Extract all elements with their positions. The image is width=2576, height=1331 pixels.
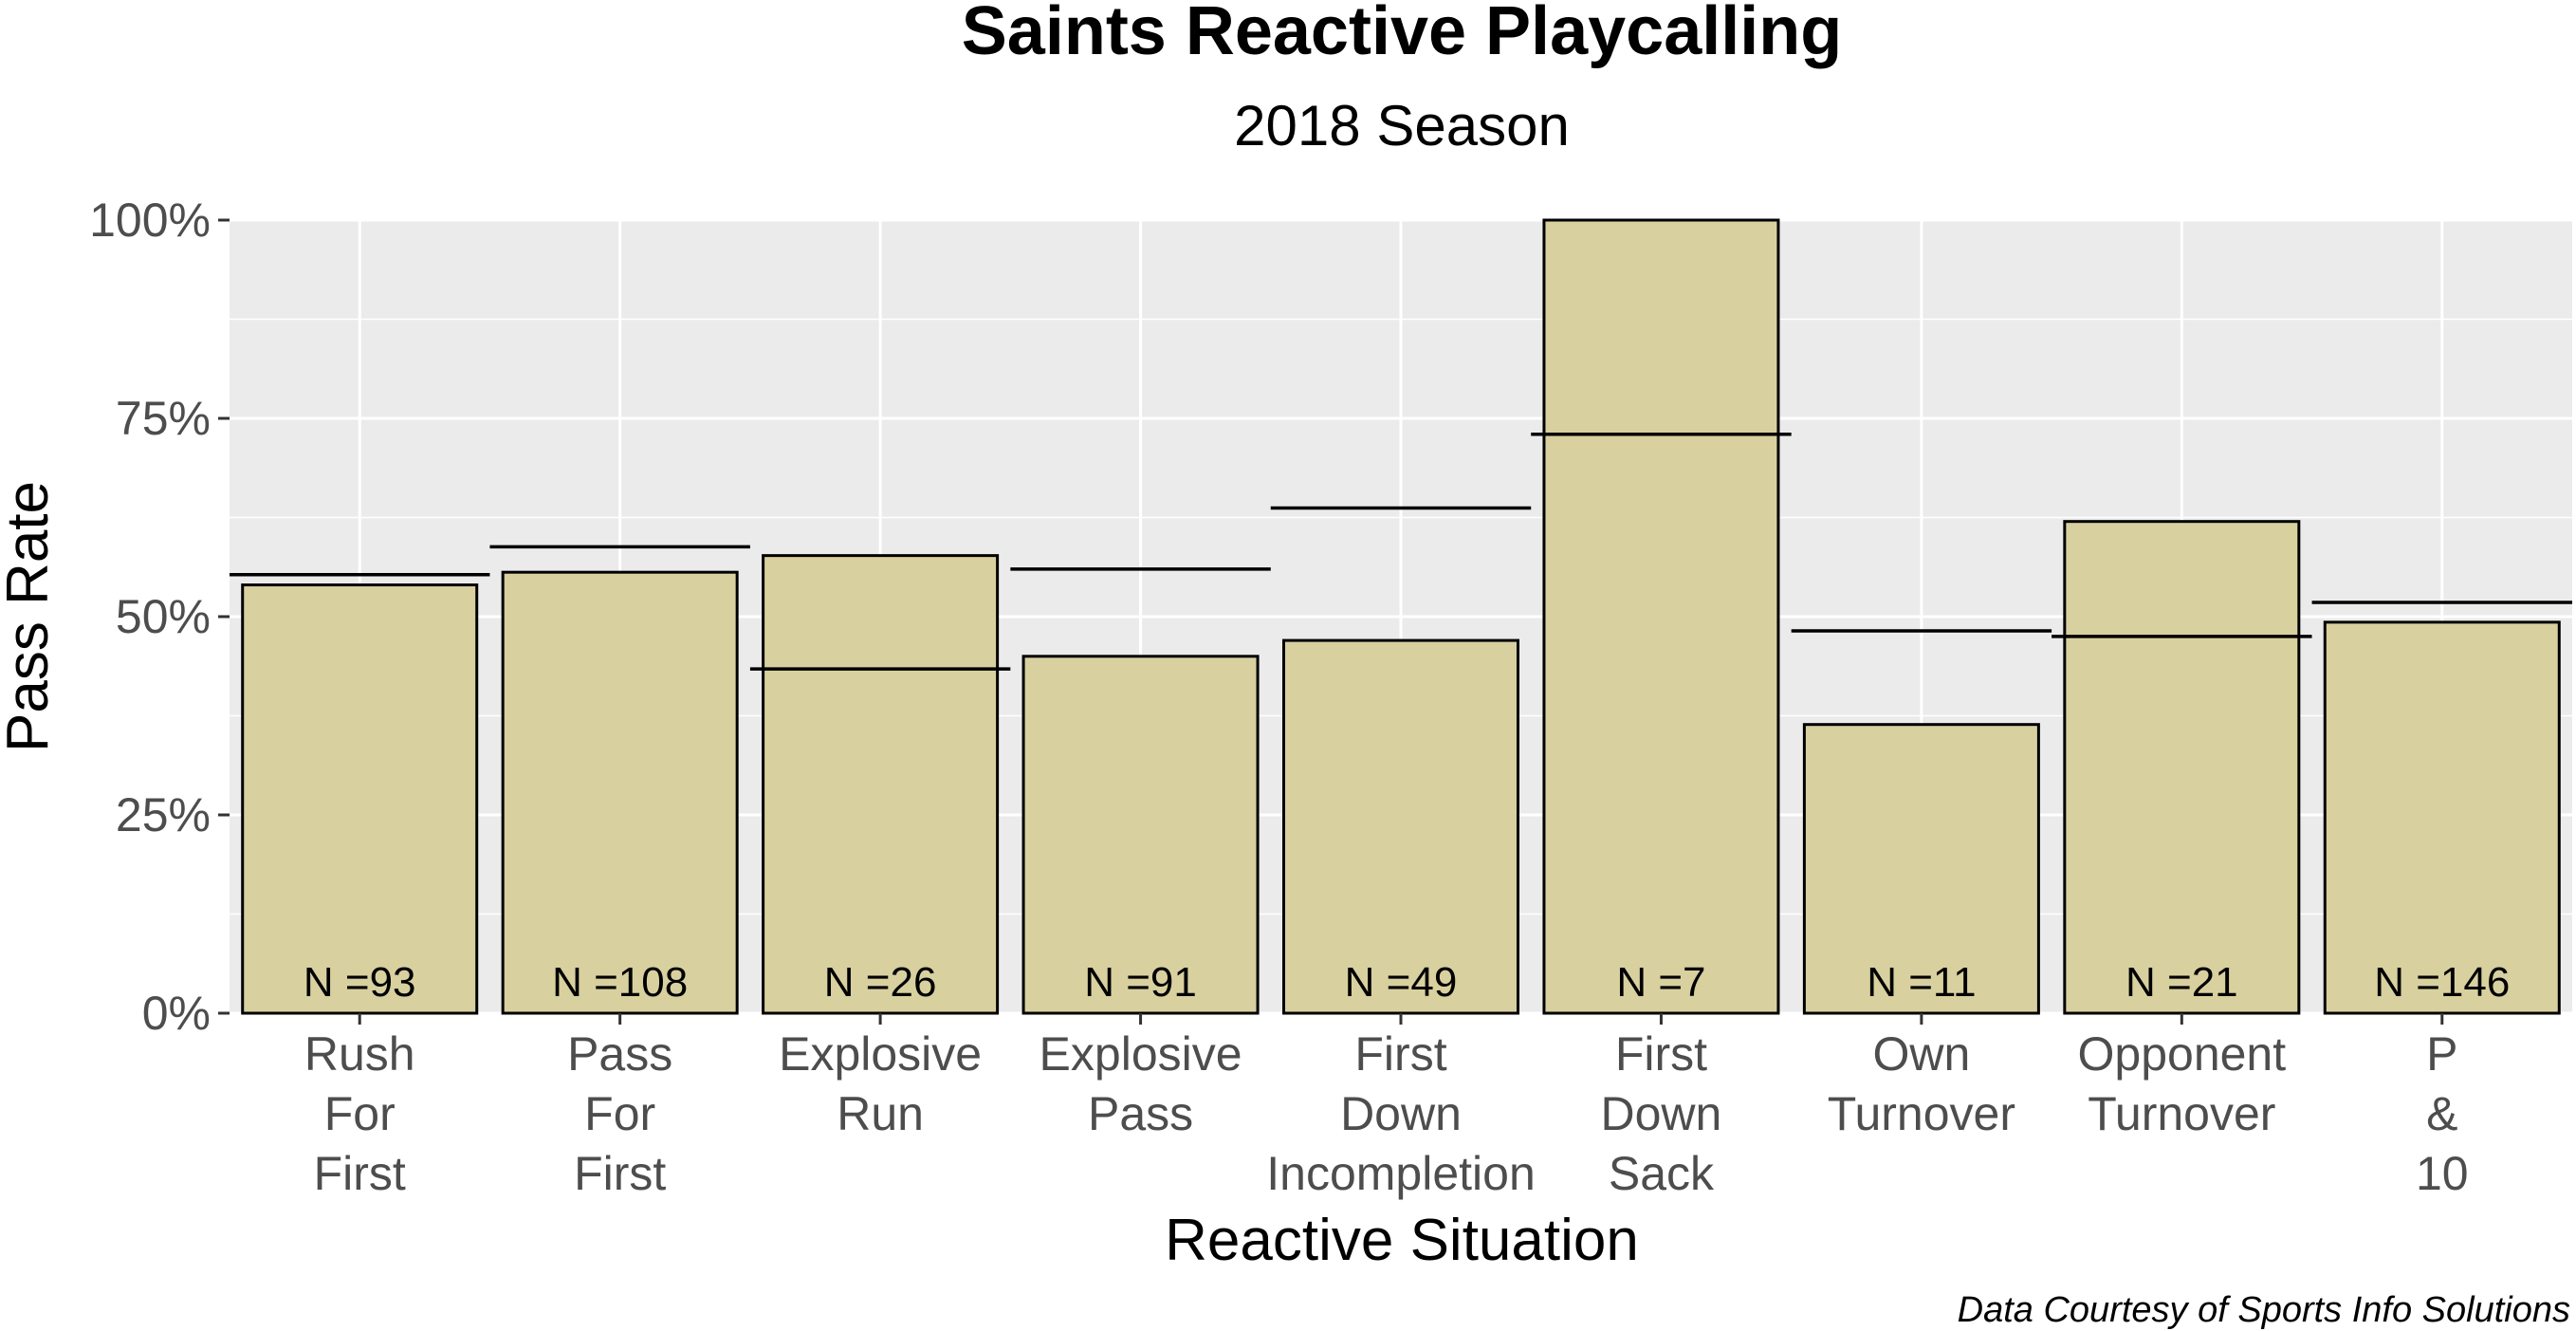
chart-caption: Data Courtesy of Sports Info Solutions — [1958, 1290, 2570, 1330]
x-tick-label-line: & — [2426, 1087, 2457, 1140]
y-tick-label: 0% — [142, 987, 211, 1040]
x-tick-label-line: First — [574, 1147, 666, 1200]
y-tick-label: 75% — [116, 392, 211, 445]
x-tick-label: Rush For First — [304, 1027, 415, 1200]
x-tick-label: P & 10 — [2416, 1027, 2469, 1200]
x-tick-label-line: 10 — [2416, 1147, 2469, 1200]
x-tick-label-line: For — [584, 1087, 655, 1140]
n-label: N =21 — [2125, 959, 2238, 1006]
n-label: N =26 — [824, 959, 937, 1006]
n-label: N =11 — [1867, 959, 1976, 1006]
chart-subtitle: 2018 Season — [1234, 94, 1570, 157]
x-tick-label-line: Run — [837, 1087, 924, 1140]
y-axis: 0% 25% 50% 75% 100% — [89, 194, 230, 1040]
n-labels-layer: N =93 N =108 N =26 N =91 N =49 N =7 N =11 N =21… — [304, 959, 2510, 1006]
x-tick-label-line: For — [324, 1087, 396, 1140]
bar — [1282, 638, 1519, 1015]
n-label: N =146 — [2374, 959, 2510, 1006]
chart-title: Saints Reactive Playcalling — [962, 0, 1842, 69]
x-tick-label-line: Rush — [304, 1027, 415, 1081]
x-tick-label: Pass For First — [567, 1027, 672, 1200]
y-tick-label: 50% — [116, 590, 211, 643]
x-tick-label-line: P — [2426, 1027, 2457, 1081]
x-tick-label: Explosive Pass — [1040, 1027, 1242, 1140]
y-axis-title: Pass Rate — [0, 481, 61, 752]
x-tick-label: Own Turnover — [1828, 1027, 2015, 1140]
n-label: N =49 — [1345, 959, 1458, 1006]
bar — [241, 583, 479, 1015]
x-tick-label: Opponent Turnover — [2078, 1027, 2287, 1140]
bars-layer — [241, 218, 2561, 1015]
x-tick-label-line: Opponent — [2078, 1027, 2287, 1081]
bar — [2063, 520, 2301, 1015]
x-tick-label: Explosive Run — [779, 1027, 982, 1140]
bar — [501, 570, 739, 1015]
x-tick-label-line: Incompletion — [1266, 1147, 1536, 1200]
x-tick-label-line: First — [1354, 1027, 1446, 1081]
x-axis-title: Reactive Situation — [1165, 1208, 1639, 1273]
x-tick-label: First Down Incompletion — [1266, 1027, 1536, 1200]
x-tick-label-line: First — [1615, 1027, 1707, 1081]
bar — [1542, 218, 1780, 1015]
n-label: N =93 — [304, 959, 416, 1006]
x-tick-label-line: Pass — [567, 1027, 672, 1081]
x-tick-label-line: Explosive — [1040, 1027, 1242, 1081]
x-tick-label-line: Down — [1340, 1087, 1462, 1140]
x-tick-label-line: Turnover — [2088, 1087, 2275, 1140]
reference-lines-layer — [230, 432, 2572, 671]
x-tick-label-line: Turnover — [1828, 1087, 2015, 1140]
x-tick-label-line: Own — [1872, 1027, 1970, 1081]
x-tick-label-line: Explosive — [779, 1027, 982, 1081]
bar — [762, 554, 1000, 1015]
y-tick-label: 25% — [116, 788, 211, 841]
n-label: N =7 — [1616, 959, 1705, 1006]
x-tick-label-line: First — [314, 1147, 406, 1200]
x-tick-label: First Down Sack — [1601, 1027, 1722, 1200]
x-tick-label-line: Sack — [1609, 1147, 1715, 1200]
y-tick-label: 100% — [89, 194, 211, 247]
n-label: N =91 — [1084, 959, 1197, 1006]
bar — [2323, 620, 2561, 1015]
bar — [1021, 655, 1260, 1015]
n-label: N =108 — [552, 959, 688, 1006]
bar — [1802, 723, 2040, 1015]
x-tick-label-line: Pass — [1088, 1087, 1193, 1140]
x-tick-label-line: Down — [1601, 1087, 1722, 1140]
